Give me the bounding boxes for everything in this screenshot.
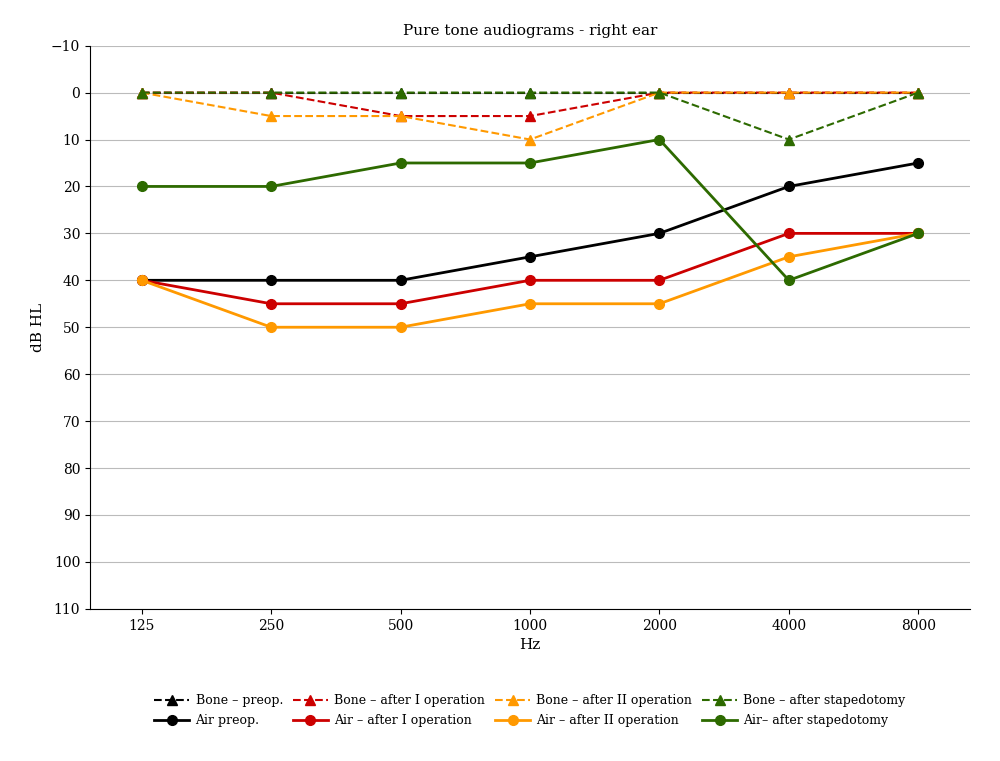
Title: Pure tone audiograms - right ear: Pure tone audiograms - right ear	[403, 24, 657, 37]
X-axis label: Hz: Hz	[519, 638, 541, 652]
Y-axis label: dB HL: dB HL	[31, 303, 45, 352]
Legend: Bone – preop., Air preop., Bone – after I operation, Air – after I operation, Bo: Bone – preop., Air preop., Bone – after …	[154, 694, 906, 728]
